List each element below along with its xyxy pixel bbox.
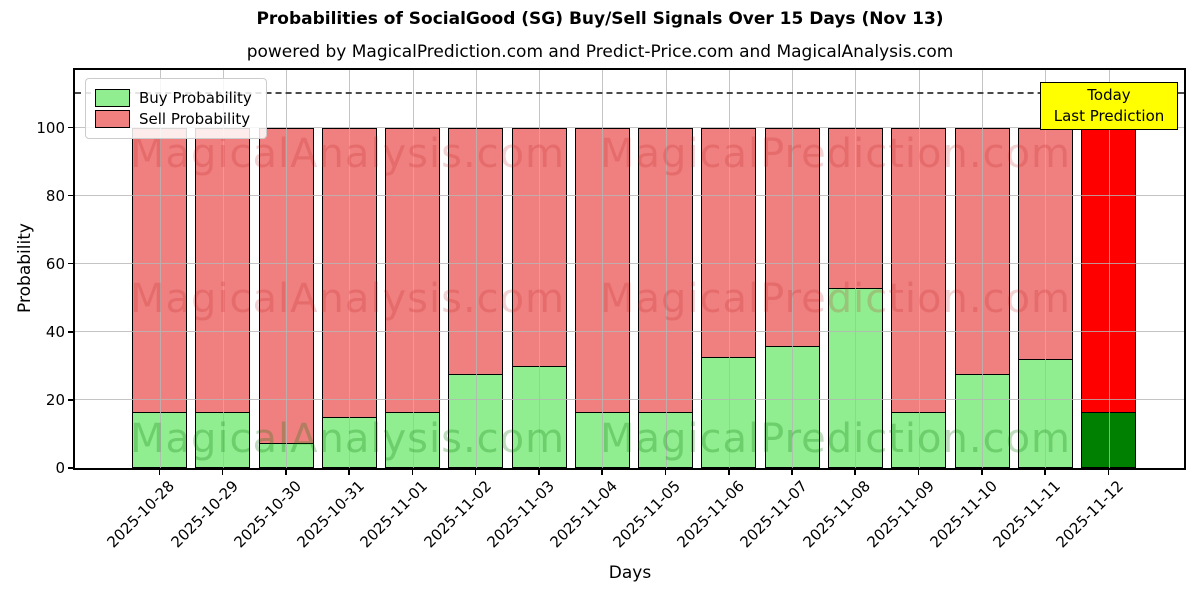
x-tick-label: 2025-11-09 xyxy=(863,477,938,552)
x-tick-mark xyxy=(601,470,603,475)
plot-area: Buy Probability Sell Probability Today L… xyxy=(73,68,1186,470)
y-tick-label: 40 xyxy=(45,322,65,341)
v-gridline xyxy=(412,70,414,468)
y-tick-label: 0 xyxy=(55,459,65,477)
x-tick-label: 2025-11-05 xyxy=(610,477,685,552)
x-tick-mark xyxy=(981,470,983,475)
x-tick-label: 2025-11-11 xyxy=(989,477,1065,552)
y-tick-mark xyxy=(68,262,73,265)
today-line2: Last Prediction xyxy=(1053,107,1165,125)
sell-swatch-icon xyxy=(95,110,130,128)
x-tick-mark xyxy=(285,470,287,475)
x-tick-label: 2025-10-29 xyxy=(167,477,242,552)
x-tick-mark xyxy=(158,470,161,475)
v-gridline xyxy=(728,70,730,468)
h-gridline xyxy=(75,194,1184,196)
x-tick-mark xyxy=(221,470,224,475)
buy-swatch-icon xyxy=(95,89,130,107)
x-tick-mark xyxy=(917,470,920,475)
v-gridline xyxy=(539,70,541,468)
y-tick-mark xyxy=(68,330,73,333)
x-tick-label: 2025-11-07 xyxy=(736,477,811,552)
x-axis-label: Days xyxy=(608,563,652,583)
v-gridline xyxy=(792,70,794,468)
x-tick-label: 2025-11-04 xyxy=(546,477,622,552)
x-tick-mark xyxy=(854,470,857,475)
x-tick-mark xyxy=(1107,470,1110,475)
y-tick-mark xyxy=(68,194,73,197)
x-tick-label: 2025-11-02 xyxy=(420,477,495,552)
v-gridline xyxy=(982,70,983,468)
x-tick-label: 2025-10-30 xyxy=(230,477,305,552)
v-gridline xyxy=(349,70,351,468)
h-gridline xyxy=(75,126,1184,128)
chart-subtitle: powered by MagicalPrediction.com and Pre… xyxy=(246,42,954,62)
y-tick-label: 100 xyxy=(36,118,65,137)
legend-item-buy: Buy Probability xyxy=(95,89,252,107)
y-tick-label: 60 xyxy=(45,254,65,273)
h-gridline xyxy=(75,398,1184,400)
v-gridline xyxy=(475,70,477,468)
x-tick-mark xyxy=(791,470,793,475)
y-tick-label: 20 xyxy=(45,390,65,409)
h-gridline xyxy=(75,330,1184,332)
y-tick-mark xyxy=(68,126,73,129)
x-tick-label: 2025-11-01 xyxy=(356,477,432,552)
x-tick-mark xyxy=(474,470,477,475)
x-tick-label: 2025-10-31 xyxy=(293,477,369,552)
x-tick-label: 2025-10-28 xyxy=(103,477,179,552)
legend-label-sell: Sell Probability xyxy=(139,110,251,128)
y-tick-label: 80 xyxy=(45,186,65,205)
x-tick-label: 2025-11-08 xyxy=(799,477,875,552)
chart-title: Probabilities of SocialGood (SG) Buy/Sel… xyxy=(256,9,944,29)
v-gridline xyxy=(222,70,224,468)
legend-item-sell: Sell Probability xyxy=(95,110,252,128)
h-gridline xyxy=(75,262,1184,264)
y-tick-mark xyxy=(68,398,73,401)
v-gridline xyxy=(918,70,920,468)
legend-label-buy: Buy Probability xyxy=(139,89,252,107)
v-gridline xyxy=(1108,70,1110,468)
x-tick-mark xyxy=(538,470,540,475)
x-tick-mark xyxy=(411,470,414,475)
x-tick-label: 2025-11-03 xyxy=(483,477,558,552)
x-tick-mark xyxy=(1044,470,1046,475)
y-tick-mark xyxy=(68,467,73,469)
x-tick-label: 2025-11-06 xyxy=(673,477,748,552)
today-line1: Today xyxy=(1087,86,1131,104)
v-gridline xyxy=(602,70,604,468)
v-gridline xyxy=(665,70,667,468)
v-gridline xyxy=(855,70,857,468)
x-tick-mark xyxy=(664,470,667,475)
v-gridline xyxy=(1045,70,1047,468)
x-tick-mark xyxy=(727,470,730,475)
y-axis-label: Probability xyxy=(15,223,35,313)
v-gridline xyxy=(159,70,161,468)
legend: Buy Probability Sell Probability xyxy=(85,78,267,139)
x-tick-mark xyxy=(348,470,350,475)
today-annotation: Today Last Prediction xyxy=(1040,82,1178,130)
dashed-threshold-line xyxy=(75,91,1184,94)
v-gridline xyxy=(286,70,288,468)
x-tick-label: 2025-11-12 xyxy=(1052,477,1128,552)
x-tick-label: 2025-11-10 xyxy=(926,477,1001,552)
